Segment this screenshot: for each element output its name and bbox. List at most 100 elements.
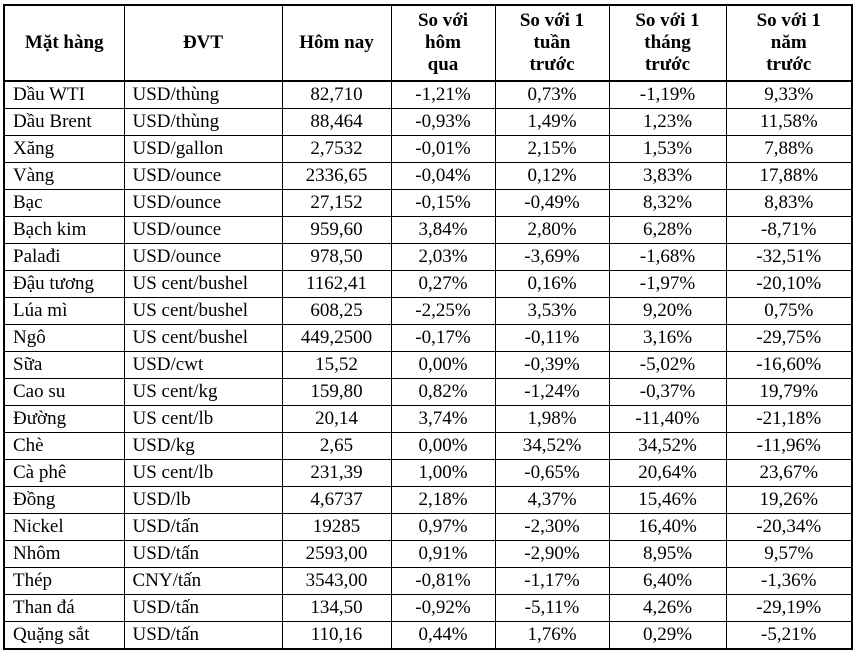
cell-vs-yesterday: -0,15% (390, 189, 496, 217)
cell-dvt: USD/cwt (123, 351, 283, 379)
cell-dvt: USD/ounce (123, 243, 283, 271)
cell-vs-1-month: -1,97% (608, 270, 727, 298)
column-header-line: So với (417, 10, 469, 31)
column-header-dvt: ĐVT (123, 4, 283, 82)
cell-vs-1-year: 17,88% (725, 162, 853, 190)
column-header-line: trước (529, 54, 575, 75)
cell-vs-1-month: 34,52% (608, 432, 727, 460)
table-row: Sữa USD/cwt 15,52 0,00% -0,39% -5,02% -16,60% (3, 351, 853, 379)
cell-vs-1-month: 16,40% (608, 513, 727, 541)
cell-hom-nay: 159,80 (281, 378, 392, 406)
cell-hom-nay: 88,464 (281, 108, 392, 136)
table-header-row: Mặt hàng ĐVT Hôm nay So với hôm qua So với 1 tu… (3, 4, 853, 82)
cell-vs-yesterday: -1,21% (390, 80, 496, 109)
column-header-hom-nay: Hôm nay (281, 4, 392, 82)
cell-hom-nay: 3543,00 (281, 567, 392, 595)
column-header-vs-1-year: So với 1 năm trước (725, 4, 853, 82)
table-row: Palađi USD/ounce 978,50 2,03% -3,69% -1,68% -3… (3, 243, 853, 271)
table-row: Nhôm USD/tấn 2593,00 0,91% -2,90% 8,95% 9,57% (3, 540, 853, 568)
cell-dvt: US cent/bushel (123, 297, 283, 325)
cell-vs-1-year: -5,21% (725, 621, 853, 650)
cell-vs-yesterday: 0,00% (390, 432, 496, 460)
table-header: Mặt hàng ĐVT Hôm nay So với hôm qua So với 1 tu… (3, 4, 853, 82)
cell-vs-1-week: -0,65% (494, 459, 610, 487)
column-header-vs-yesterday: So với hôm qua (390, 4, 496, 82)
cell-vs-1-week: 1,98% (494, 405, 610, 433)
cell-vs-1-week: 0,12% (494, 162, 610, 190)
cell-dvt: US cent/bushel (123, 270, 283, 298)
table-row: Bạch kim USD/ounce 959,60 3,84% 2,80% 6,28% -8… (3, 216, 853, 244)
cell-dvt: USD/thùng (123, 108, 283, 136)
cell-vs-yesterday: 2,18% (390, 486, 496, 514)
table-row: Chè USD/kg 2,65 0,00% 34,52% 34,52% -11,96% (3, 432, 853, 460)
cell-vs-1-year: -21,18% (725, 405, 853, 433)
cell-vs-yesterday: 3,74% (390, 405, 496, 433)
column-header-vs-1-week: So với 1 tuần trước (494, 4, 610, 82)
cell-mat-hang: Đậu tương (3, 270, 125, 298)
cell-mat-hang: Vàng (3, 162, 125, 190)
table-row: Dầu Brent USD/thùng 88,464 -0,93% 1,49% 1,23%… (3, 108, 853, 136)
table-row: Đồng USD/lb 4,6737 2,18% 4,37% 15,46% 19,26% (3, 486, 853, 514)
cell-vs-1-year: 0,75% (725, 297, 853, 325)
cell-vs-yesterday: -0,81% (390, 567, 496, 595)
table-row: Thép CNY/tấn 3543,00 -0,81% -1,17% 6,40% -1,36… (3, 567, 853, 595)
cell-dvt: CNY/tấn (123, 567, 283, 595)
cell-vs-1-week: -3,69% (494, 243, 610, 271)
cell-mat-hang: Cà phê (3, 459, 125, 487)
cell-vs-1-week: 2,80% (494, 216, 610, 244)
cell-dvt: USD/ounce (123, 189, 283, 217)
cell-mat-hang: Đường (3, 405, 125, 433)
cell-vs-yesterday: 1,00% (390, 459, 496, 487)
cell-vs-1-week: 2,15% (494, 135, 610, 163)
column-header-line: trước (766, 54, 812, 75)
cell-vs-1-week: -1,24% (494, 378, 610, 406)
cell-dvt: USD/tấn (123, 540, 283, 568)
cell-vs-yesterday: 2,03% (390, 243, 496, 271)
column-header-line: qua (427, 54, 459, 75)
cell-vs-yesterday: -0,01% (390, 135, 496, 163)
cell-dvt: US cent/kg (123, 378, 283, 406)
column-header-vs-1-month: So với 1 tháng trước (608, 4, 727, 82)
cell-vs-yesterday: 0,91% (390, 540, 496, 568)
table-body: Dầu WTI USD/thùng 82,710 -1,21% 0,73% -1,19% 9… (3, 80, 853, 650)
cell-vs-1-month: 8,95% (608, 540, 727, 568)
cell-mat-hang: Than đá (3, 594, 125, 622)
cell-vs-1-year: -8,71% (725, 216, 853, 244)
cell-vs-1-month: 1,53% (608, 135, 727, 163)
cell-mat-hang: Dầu WTI (3, 80, 125, 109)
column-header-line: So với 1 (756, 10, 821, 31)
column-header-line: năm (770, 32, 807, 53)
cell-vs-1-month: 3,83% (608, 162, 727, 190)
cell-vs-1-month: 0,29% (608, 621, 727, 650)
cell-dvt: USD/kg (123, 432, 283, 460)
cell-vs-1-week: -5,11% (494, 594, 610, 622)
cell-vs-1-month: 6,40% (608, 567, 727, 595)
cell-hom-nay: 608,25 (281, 297, 392, 325)
table-row: Ngô US cent/bushel 449,2500 -0,17% -0,11% 3,1… (3, 324, 853, 352)
cell-vs-1-year: -11,96% (725, 432, 853, 460)
cell-hom-nay: 15,52 (281, 351, 392, 379)
table-row: Bạc USD/ounce 27,152 -0,15% -0,49% 8,32% 8,83% (3, 189, 853, 217)
cell-hom-nay: 449,2500 (281, 324, 392, 352)
column-header-line: ĐVT (182, 32, 224, 53)
cell-vs-1-week: 0,73% (494, 80, 610, 109)
cell-vs-yesterday: -0,93% (390, 108, 496, 136)
cell-dvt: US cent/lb (123, 459, 283, 487)
table-row: Cao su US cent/kg 159,80 0,82% -1,24% -0,37% 1… (3, 378, 853, 406)
cell-mat-hang: Thép (3, 567, 125, 595)
cell-mat-hang: Lúa mì (3, 297, 125, 325)
cell-mat-hang: Đồng (3, 486, 125, 514)
column-header-line: hôm (425, 32, 461, 53)
cell-dvt: USD/lb (123, 486, 283, 514)
cell-hom-nay: 110,16 (281, 621, 392, 650)
cell-hom-nay: 959,60 (281, 216, 392, 244)
commodity-price-table: Mặt hàng ĐVT Hôm nay So với hôm qua So với 1 tu… (3, 4, 853, 650)
cell-dvt: USD/thùng (123, 80, 283, 109)
cell-hom-nay: 1162,41 (281, 270, 392, 298)
cell-vs-1-week: 4,37% (494, 486, 610, 514)
cell-vs-yesterday: 0,27% (390, 270, 496, 298)
cell-dvt: US cent/bushel (123, 324, 283, 352)
cell-hom-nay: 82,710 (281, 80, 392, 109)
cell-mat-hang: Dầu Brent (3, 108, 125, 136)
